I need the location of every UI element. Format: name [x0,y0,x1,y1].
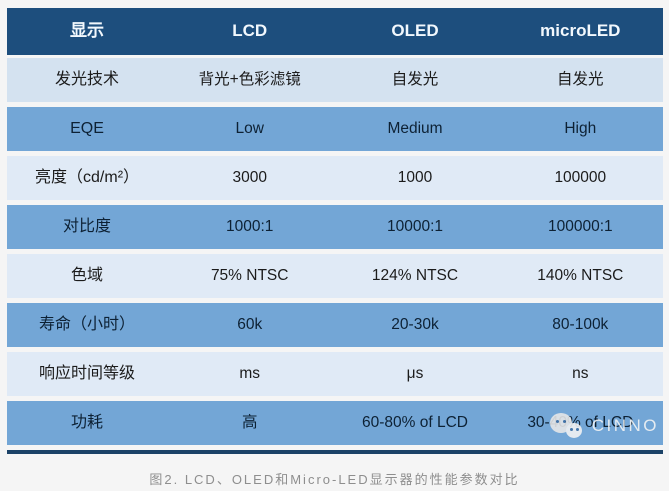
row-label: 寿命（小时） [39,316,136,334]
row-label: EQE [70,120,104,138]
comparison-table: 显示 LCD OLED microLED 发光技术 背光+色彩滤镜 自发光 自发… [7,8,663,454]
figure-caption: 图2. LCD、OLED和Micro-LED显示器的性能参数对比 [149,472,520,487]
cell-oled: 124% NTSC [371,266,459,284]
table-row-contrast: 对比度 1000:1 10000:1 100000:1 [7,205,663,249]
table-row-power-consumption: 功耗 高 60-80% of LCD 30-40% of LCD [7,401,663,445]
header-cell-microled: microLED [540,21,621,41]
cell-microled: High [564,119,597,137]
row-label: 发光技术 [55,71,120,89]
cell-lcd: 1000:1 [226,217,274,235]
cell-lcd: Low [235,119,264,137]
row-label: 色域 [71,267,104,285]
table-row-eqe: EQE Low Medium High [7,107,663,151]
cell-oled: 10000:1 [386,217,444,235]
table-row-brightness: 亮度（cd/m²） 3000 1000 100000 [7,156,663,200]
cell-oled: 1000 [397,168,433,186]
row-label: 功耗 [71,414,104,432]
header-cell-display: 显示 [70,21,105,41]
cell-oled: 20-30k [391,315,439,333]
table-row-emission-tech: 发光技术 背光+色彩滤镜 自发光 自发光 [7,58,663,102]
cell-oled: μs [406,364,424,382]
cell-lcd: 3000 [232,168,267,186]
cell-microled: 30-40% of LCD [527,413,634,431]
cell-lcd: 高 [241,413,258,431]
cell-lcd: 60k [237,315,263,333]
cell-microled: 140% NTSC [537,266,624,284]
cell-oled: 自发光 [391,70,439,88]
cell-lcd: ms [239,364,261,382]
cell-microled: 100000 [554,168,607,186]
header-cell-oled: OLED [391,21,439,41]
cell-lcd: 背光+色彩滤镜 [198,70,301,88]
cell-oled: 60-80% of LCD [362,413,468,431]
cell-microled: 自发光 [557,70,604,88]
header-cell-lcd: LCD [232,21,268,41]
table-row-response-time: 响应时间等级 ms μs ns [7,352,663,396]
table-row-color-gamut: 色域 75% NTSC 124% NTSC 140% NTSC [7,254,663,298]
row-label: 对比度 [63,218,112,236]
cell-microled: 100000:1 [547,217,613,235]
cell-lcd: 75% NTSC [210,266,289,284]
table-header-row: 显示 LCD OLED microLED [7,8,663,55]
table-row-lifetime: 寿命（小时） 60k 20-30k 80-100k [7,303,663,347]
cell-microled: ns [572,364,589,382]
table-bottom-border [7,450,663,454]
cell-oled: Medium [387,119,443,137]
row-label: 响应时间等级 [39,365,136,383]
cell-microled: 80-100k [552,315,609,333]
row-label: 亮度（cd/m²） [35,169,140,187]
